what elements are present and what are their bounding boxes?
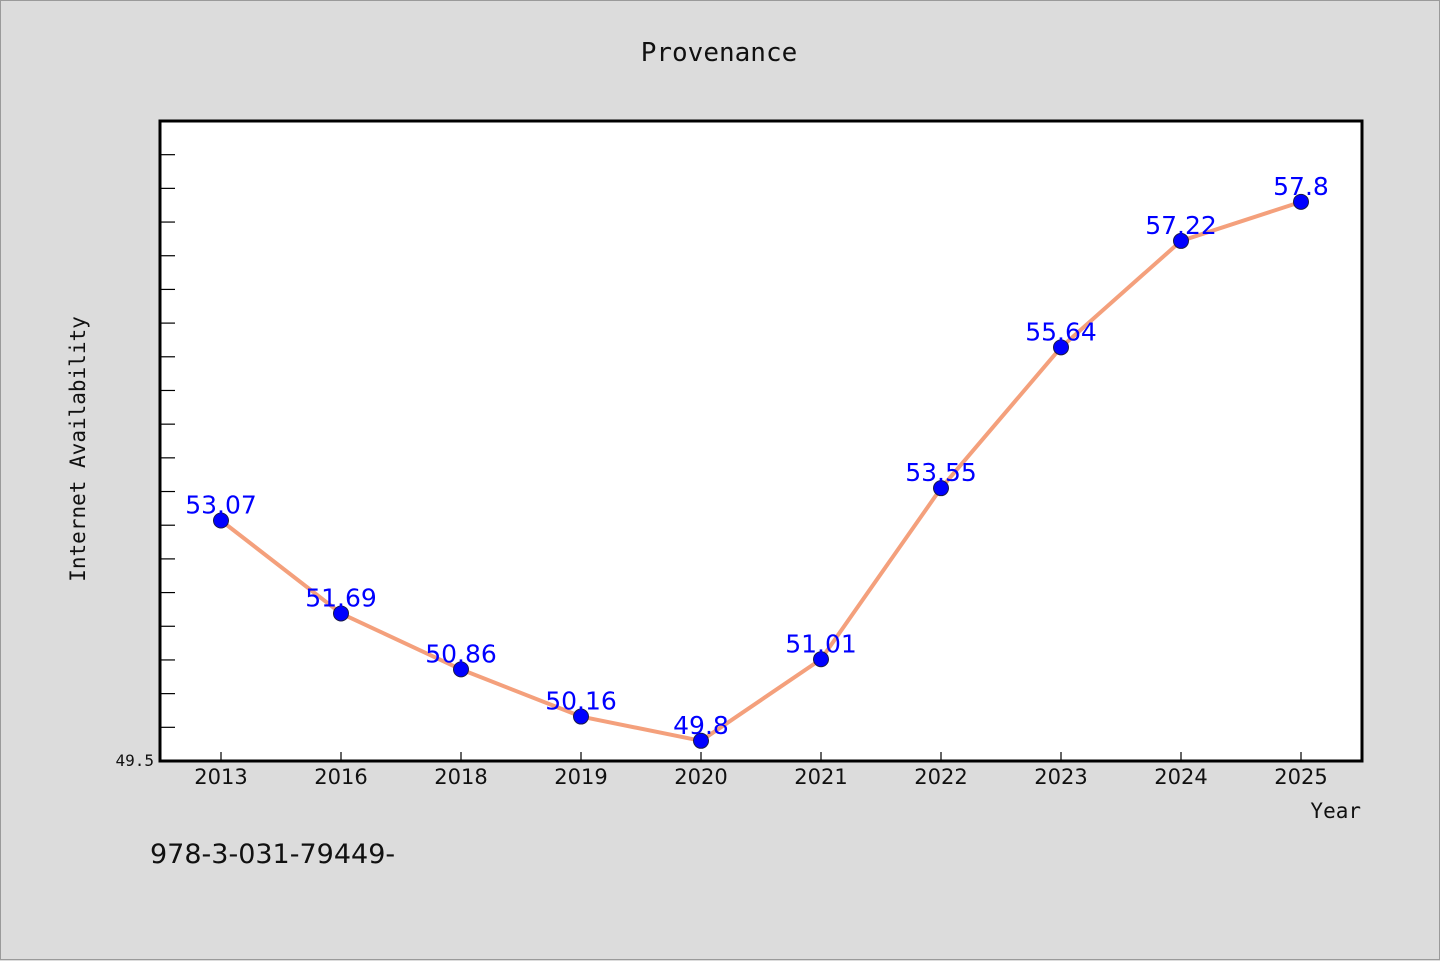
data-point — [573, 708, 589, 725]
x-tick-label: 2013 — [194, 765, 247, 789]
data-label: 57.22 — [1145, 211, 1217, 240]
x-axis-label: Year — [1310, 799, 1361, 823]
data-point — [1053, 339, 1069, 356]
x-tick-label: 2024 — [1154, 765, 1207, 789]
x-tick-label: 2021 — [794, 765, 847, 789]
data-label: 53.55 — [905, 458, 977, 487]
data-point — [813, 651, 829, 668]
data-label: 53.07 — [185, 490, 257, 519]
x-tick-label: 2018 — [434, 765, 487, 789]
x-tick-label: 2023 — [1034, 765, 1087, 789]
data-label: 50.86 — [425, 639, 497, 668]
data-point — [213, 512, 229, 529]
y-axis-label: Internet Availability — [66, 316, 90, 582]
y-axis-ticks: 49.5 — [115, 154, 175, 770]
plot-area — [158, 119, 1364, 763]
x-tick-label: 2022 — [914, 765, 967, 789]
series-line-group — [219, 199, 1303, 743]
data-point — [933, 480, 949, 497]
y-tick-label: 49.5 — [115, 751, 154, 770]
data-point — [333, 605, 349, 622]
series-line — [219, 199, 1303, 743]
data-label: 49.8 — [673, 711, 729, 740]
data-point — [1173, 232, 1189, 249]
x-tick-label: 2020 — [674, 765, 727, 789]
data-markers — [213, 193, 1309, 749]
x-tick-label: 2025 — [1274, 765, 1327, 789]
data-label: 50.16 — [545, 687, 617, 716]
data-label: 55.64 — [1025, 317, 1097, 346]
x-tick-label: 2019 — [554, 765, 607, 789]
data-labels: 53.07 51.69 50.86 50.16 49.8 51.01 53.55 55.64 5… — [185, 172, 1329, 740]
data-point — [693, 732, 709, 749]
footnote-text: 978-3-031-79449- — [150, 839, 395, 870]
data-label: 51.69 — [305, 583, 377, 612]
data-point — [1293, 193, 1309, 210]
x-axis-ticks: 2013 2016 2018 2019 2020 2021 2022 2023 2024 2025 — [194, 752, 1328, 789]
data-point — [453, 661, 469, 678]
data-label: 51.01 — [785, 629, 857, 658]
data-label: 57.8 — [1273, 172, 1329, 201]
x-tick-label: 2016 — [314, 765, 367, 789]
chart-title: Provenance — [641, 38, 798, 68]
